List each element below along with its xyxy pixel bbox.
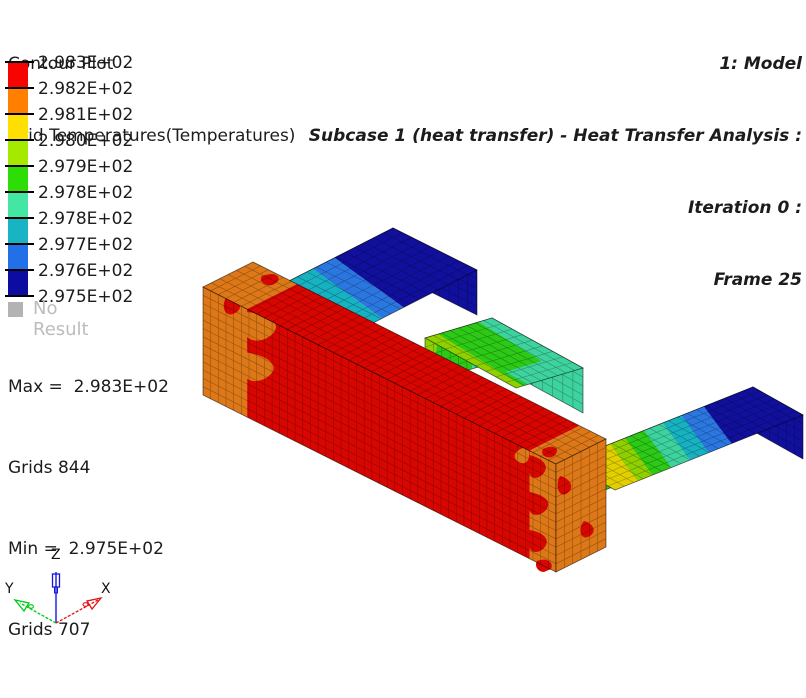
z-axis-label: Z bbox=[51, 547, 61, 563]
z-axis-arrow-tip bbox=[54, 586, 58, 594]
contour-stats: Max = 2.983E+02 Grids 844 Min = 2.975E+0… bbox=[8, 320, 169, 698]
legend-color-band bbox=[8, 140, 28, 166]
x-axis bbox=[55, 599, 99, 624]
contour-band bbox=[644, 423, 691, 468]
legend-value: 2.976E+02 bbox=[38, 261, 134, 281]
contour-band bbox=[203, 287, 248, 418]
contour-blob bbox=[529, 492, 549, 515]
contour-band bbox=[704, 387, 803, 444]
contour-band bbox=[478, 318, 583, 374]
model-header: 1: Model Subcase 1 (heat transfer) - Hea… bbox=[309, 4, 802, 340]
legend-value: 2.975E+02 bbox=[38, 287, 134, 307]
mesh-lines bbox=[202, 286, 557, 573]
legend-value: 2.982E+02 bbox=[38, 79, 134, 99]
contour-blob bbox=[529, 530, 547, 552]
contour-band bbox=[425, 334, 523, 388]
contour-band bbox=[203, 262, 298, 310]
legend-color-band bbox=[8, 192, 28, 218]
contour-blob bbox=[535, 559, 552, 572]
y-axis bbox=[19, 602, 57, 624]
legend-color-band bbox=[8, 88, 28, 114]
y-axis-knob bbox=[28, 604, 34, 609]
legend-value: 2.983E+02 bbox=[38, 53, 134, 73]
max-grid-line: Grids 844 bbox=[8, 458, 91, 478]
legend-tick bbox=[5, 243, 34, 245]
face-outline bbox=[555, 438, 607, 573]
legend-color-band bbox=[8, 62, 28, 88]
legend-value: 2.978E+02 bbox=[38, 183, 134, 203]
face-outline bbox=[423, 317, 585, 389]
contour-blob bbox=[529, 455, 546, 478]
contour-band bbox=[313, 257, 404, 319]
mesh-lines bbox=[424, 317, 584, 389]
contour-band bbox=[247, 309, 530, 559]
contour-band bbox=[610, 438, 653, 481]
legend-value: 2.977E+02 bbox=[38, 235, 134, 255]
contour-blob bbox=[557, 476, 572, 495]
legend-value: 2.978E+02 bbox=[38, 209, 134, 229]
contour-legend: 2.983E+02 2.982E+02 2.981E+02 2.980E+02 2.97… bbox=[0, 53, 180, 322]
legend-color-band bbox=[8, 114, 28, 140]
y-axis-arrow bbox=[13, 598, 31, 613]
contour-strip bbox=[505, 358, 573, 385]
contour-band bbox=[662, 415, 709, 460]
legend-tick bbox=[5, 165, 34, 167]
contour-blob bbox=[514, 447, 529, 464]
legend-color-band bbox=[8, 270, 28, 296]
legend-color-band bbox=[8, 218, 28, 244]
min-grid-line: Grids 707 bbox=[8, 620, 91, 640]
contour-blob bbox=[542, 446, 558, 458]
model-title: 1: Model bbox=[719, 54, 802, 74]
contour-band bbox=[625, 430, 672, 475]
contour-band bbox=[556, 439, 606, 572]
contour-band bbox=[681, 406, 732, 453]
legend-tick bbox=[5, 61, 34, 63]
legend-tick bbox=[5, 269, 34, 271]
legend-tick bbox=[5, 191, 34, 193]
y-axis-label: Y bbox=[5, 581, 14, 597]
min-value-line: Min = 2.975E+02 bbox=[8, 539, 164, 559]
max-value-line: Max = 2.983E+02 bbox=[8, 377, 169, 397]
contour-blob bbox=[580, 521, 594, 538]
x-axis-knob bbox=[82, 602, 89, 607]
contour-blob bbox=[260, 274, 279, 286]
model-viewport[interactable] bbox=[0, 0, 806, 636]
legend-value: 2.979E+02 bbox=[38, 157, 134, 177]
x-axis-label: X bbox=[101, 581, 111, 597]
graphics-area: Contour Plot Grid Temperatures(Temperatu… bbox=[0, 0, 806, 640]
legend-value: 2.981E+02 bbox=[38, 105, 134, 125]
contour-band bbox=[334, 228, 477, 308]
frame-label: Frame 25 bbox=[713, 270, 802, 290]
x-axis-arrow bbox=[85, 596, 103, 611]
legend-tick bbox=[5, 139, 34, 141]
no-result-label: No Result bbox=[33, 298, 89, 340]
axes-triad bbox=[13, 572, 103, 624]
contour-blob bbox=[241, 352, 274, 382]
legend-tick bbox=[5, 113, 34, 115]
legend-tick bbox=[5, 217, 34, 219]
iteration-label: Iteration 0 : bbox=[687, 198, 802, 218]
legend-color-band bbox=[8, 166, 28, 192]
mesh-lines bbox=[202, 261, 607, 465]
legend-value: 2.980E+02 bbox=[38, 131, 134, 151]
legend-tick bbox=[5, 87, 34, 89]
legend-tick bbox=[5, 295, 34, 297]
legend-color-band bbox=[8, 244, 28, 270]
subcase-label: Subcase 1 (heat transfer) - Heat Transfe… bbox=[308, 126, 802, 146]
no-result-swatch bbox=[8, 302, 23, 317]
contour-band bbox=[247, 284, 580, 451]
mesh-lines bbox=[555, 438, 607, 573]
